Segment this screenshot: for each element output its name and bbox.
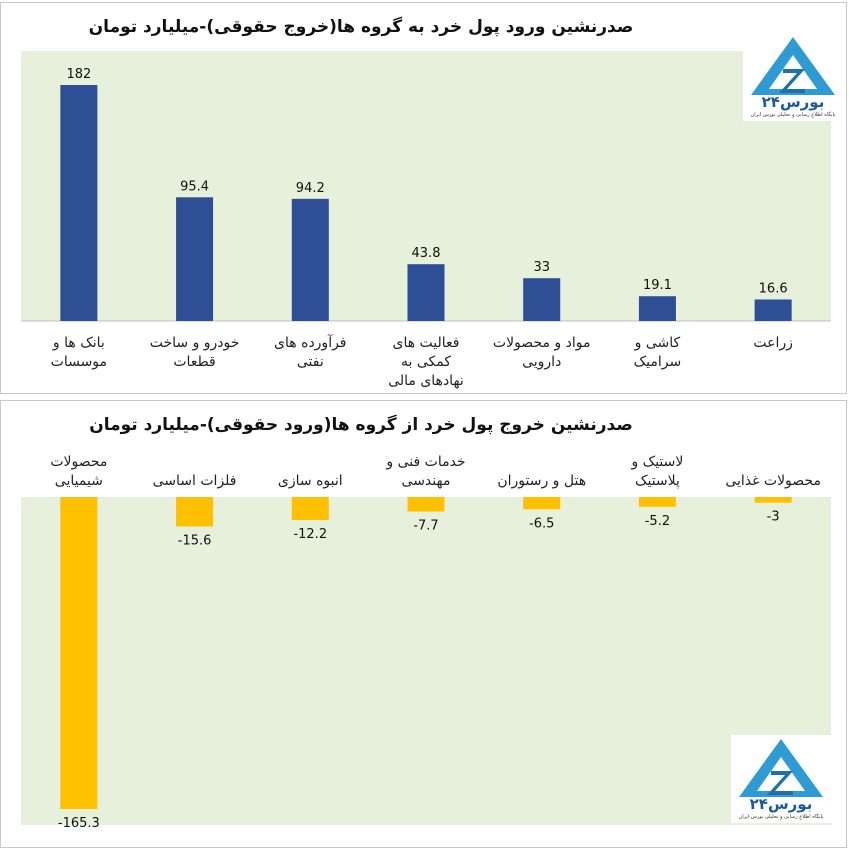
- bar: [60, 85, 98, 321]
- logo-mark-icon: [751, 37, 835, 95]
- category-label: پلاستیک: [635, 473, 680, 489]
- bar: [176, 197, 214, 321]
- data-label: 33: [533, 260, 550, 275]
- category-label: موسسات: [51, 354, 107, 370]
- category-label: قطعات: [173, 354, 215, 370]
- category-label: فرآورده های: [274, 334, 346, 351]
- bar: [638, 497, 676, 507]
- data-label: 95.4: [180, 179, 209, 194]
- inflow-chart-panel: صدرنشین ورود پول خرد به گروه ها(خروج حقو…: [0, 2, 847, 394]
- category-label: دارویی: [522, 354, 561, 370]
- logo-name: بورس۲۴: [749, 795, 813, 813]
- inflow-chart-svg: 182 بانک ها و موسسات 95.4 خودرو و ساخت قطعات 9…: [21, 51, 831, 389]
- plot-area: [21, 497, 831, 825]
- logo-tagline: پایگاه اطلاع رسانی و تحلیلی بورس ایران: [750, 112, 836, 118]
- outflow-chart-svg: -165.3 محصولات شیمیایی -15.6 فلزات اساسی -12.…: [21, 454, 831, 831]
- data-label: 19.1: [643, 278, 672, 293]
- data-label: -7.7: [413, 519, 438, 534]
- category-label: هتل و رستوران: [497, 473, 586, 489]
- bar: [60, 497, 98, 809]
- bar: [407, 497, 445, 512]
- category-label: خودرو و ساخت: [150, 335, 240, 351]
- bar: [176, 497, 214, 527]
- category-label: فعالیت های: [392, 335, 459, 351]
- category-label: کمکی به: [401, 354, 451, 370]
- bar: [291, 198, 329, 321]
- data-label: -15.6: [178, 533, 212, 548]
- category-label: کاشی و: [634, 335, 681, 351]
- category-label: محصولات: [50, 454, 107, 470]
- data-label: 43.8: [412, 246, 441, 261]
- bar: [638, 296, 676, 321]
- category-label: فلزات اساسی: [153, 473, 237, 489]
- category-label: محصولات غذایی: [725, 473, 821, 489]
- bar: [754, 299, 792, 321]
- category-label: لاستیک و: [630, 454, 683, 470]
- logo-mark-icon: [739, 739, 823, 797]
- bar: [291, 497, 329, 521]
- category-label: نفتی: [297, 354, 324, 370]
- category-label: نهادهای مالی: [388, 373, 464, 389]
- data-label: 94.2: [296, 181, 325, 196]
- category-label: انبوه سازی: [278, 473, 343, 489]
- outflow-chart-panel: صدرنشین خروج پول خرد از گروه ها(ورود حقو…: [0, 400, 847, 848]
- outflow-chart-title: صدرنشین خروج پول خرد از گروه ها(ورود حقو…: [89, 415, 633, 435]
- category-label: سرامیک: [634, 354, 682, 370]
- category-label: شیمیایی: [55, 473, 103, 489]
- data-label: -12.2: [293, 527, 327, 542]
- data-label: -6.5: [529, 516, 554, 531]
- logo-tagline: پایگاه اطلاع رسانی و تحلیلی بورس ایران: [738, 814, 824, 820]
- data-label: 182: [66, 67, 91, 82]
- data-label: -165.3: [58, 816, 100, 831]
- bar: [523, 497, 561, 510]
- category-label: خدمات فنی و: [385, 454, 465, 470]
- bar: [407, 264, 445, 321]
- category-label: مهندسی: [402, 473, 451, 489]
- data-label: -3: [767, 510, 780, 525]
- data-label: 16.6: [759, 281, 788, 296]
- category-label: بانک ها و: [52, 335, 105, 351]
- category-label: زراعت: [753, 335, 793, 351]
- bar: [754, 497, 792, 503]
- inflow-chart-title: صدرنشین ورود پول خرد به گروه ها(خروج حقو…: [88, 17, 634, 37]
- logo-name: بورس۲۴: [761, 93, 825, 111]
- logo-top: بورس۲۴ پایگاه اطلاع رسانی و تحلیلی بورس …: [743, 33, 843, 121]
- data-label: -5.2: [645, 514, 670, 529]
- logo-bottom: بورس۲۴ پایگاه اطلاع رسانی و تحلیلی بورس …: [731, 735, 831, 823]
- category-label: مواد و محصولات: [493, 335, 591, 351]
- bar: [523, 278, 561, 321]
